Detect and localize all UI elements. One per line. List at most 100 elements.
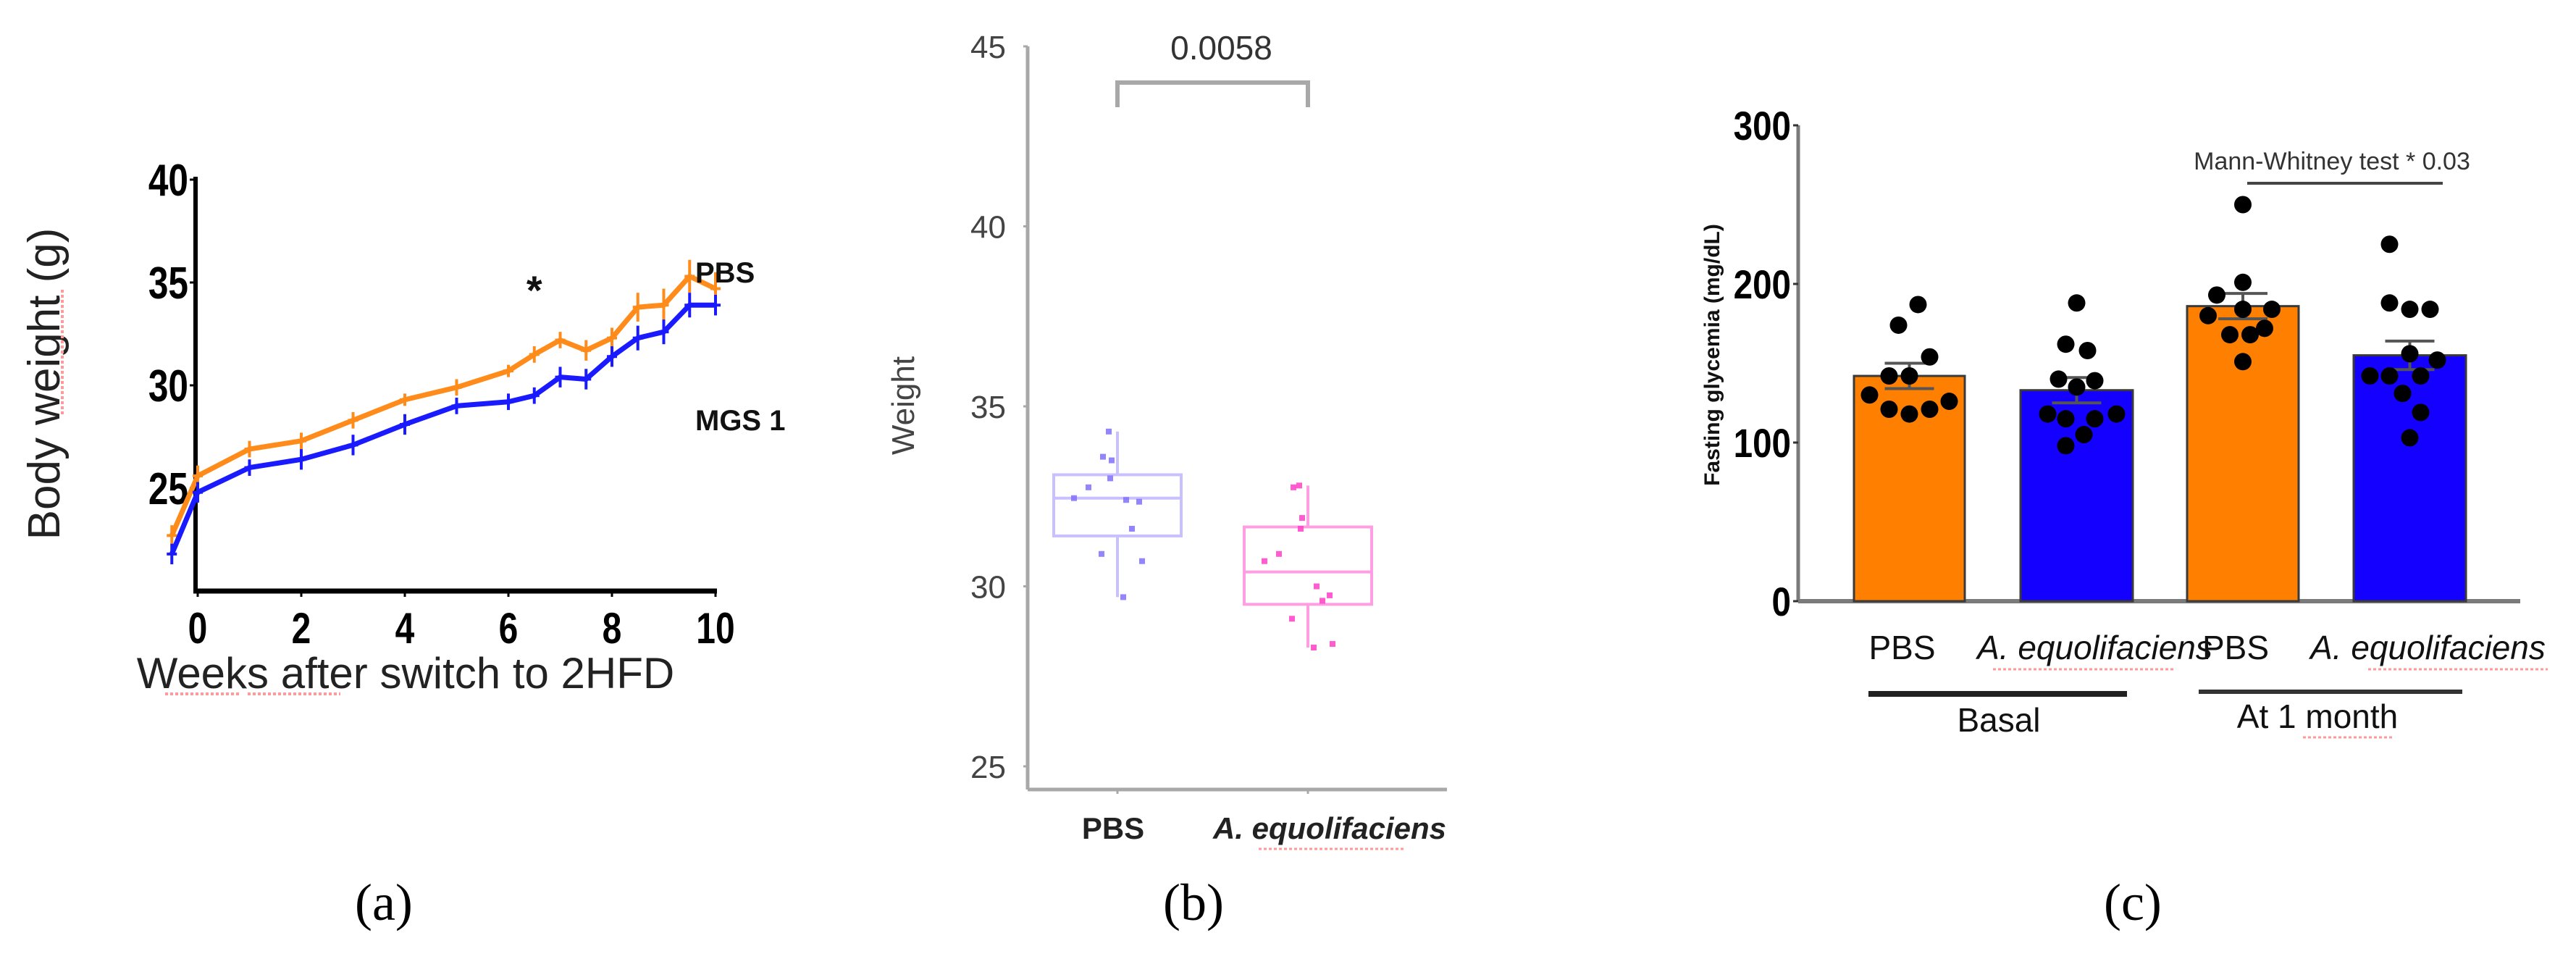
category-label-a-equolifaciens: A. equolifaciens: [1212, 811, 1446, 845]
data-point: [1109, 457, 1115, 464]
data-point: [2234, 353, 2252, 371]
data-point: [1291, 484, 1296, 490]
data-point: [1330, 641, 1335, 648]
box: [1052, 473, 1183, 537]
data-point: [2068, 378, 2086, 396]
data-point: [2057, 410, 2075, 428]
x-axis-label: Weeks after switch to 2HFD: [137, 649, 674, 698]
data-point: [2199, 306, 2217, 324]
data-point: [1921, 401, 1939, 419]
data-point: [2380, 235, 2399, 254]
data-point: [1880, 367, 1898, 385]
x-tick-label: 8: [603, 604, 622, 653]
data-point: [2234, 196, 2252, 214]
y-tick-label: 35: [970, 390, 1006, 425]
data-point: [2068, 294, 2086, 312]
y-axis-label: Weight: [886, 356, 921, 455]
data-point: [2075, 426, 2093, 444]
data-point: [1880, 401, 1898, 419]
y-tick-label: 25: [970, 750, 1006, 785]
data-point: [1129, 525, 1135, 532]
data-point: [2234, 301, 2252, 319]
data-point: [1262, 558, 1267, 564]
data-point: [1860, 386, 1879, 404]
data-point: [2394, 385, 2412, 403]
data-point: [1900, 367, 1918, 385]
data-point: [1086, 484, 1091, 490]
data-point: [2256, 319, 2273, 338]
data-point: [1296, 482, 1302, 489]
data-point: [1299, 515, 1305, 522]
data-point: [2057, 437, 2075, 455]
y-tick-label: 200: [1734, 262, 1791, 307]
y-tick-label: 35: [148, 258, 188, 309]
data-point: [2428, 351, 2446, 369]
series-label-mgs1: MGS 1: [695, 405, 785, 437]
data-point: [2361, 367, 2379, 385]
data-point: [1276, 550, 1282, 557]
data-point: [2241, 326, 2259, 344]
data-point: [2412, 367, 2430, 385]
data-point: [2086, 372, 2104, 390]
x-tick-label: 2: [292, 604, 311, 653]
data-point: [1106, 428, 1112, 435]
series-line-0: [169, 273, 717, 537]
data-point: [1940, 393, 1958, 411]
data-point: [1120, 594, 1126, 600]
data-point: [2107, 405, 2126, 423]
data-point: [1136, 498, 1142, 505]
data-point: [2208, 286, 2225, 304]
category-label-3: A. equolifaciens: [2308, 629, 2546, 666]
data-point: [1889, 316, 1908, 334]
x-tick-label: 10: [696, 604, 734, 653]
box: [1243, 525, 1373, 606]
data-point: [2086, 410, 2104, 428]
y-tick-label: 25: [148, 464, 188, 514]
group-label-basal: Basal: [1957, 701, 2040, 739]
y-tick-label: 100: [1734, 421, 1791, 466]
data-point: [2401, 345, 2419, 363]
significance-asterisk: *: [526, 267, 542, 313]
category-label-2: PBS: [2202, 629, 2269, 666]
data-point: [1123, 497, 1129, 503]
y-tick-label: 30: [970, 570, 1006, 606]
data-point: [1139, 558, 1145, 564]
data-point: [1314, 583, 1320, 590]
data-point: [1100, 453, 1106, 460]
series-line-1: [169, 302, 716, 556]
data-point: [2221, 326, 2239, 344]
panel-b-box-plot: 25 30 35 40 45 Weight PBS A. equolifaciens 0.005…: [886, 29, 1447, 850]
data-point: [1289, 616, 1295, 622]
y-tick-label: 30: [148, 361, 188, 411]
data-point: [1900, 405, 1918, 423]
data-point: [2057, 335, 2075, 353]
data-point: [2421, 301, 2439, 319]
category-label-0: PBS: [1868, 629, 1935, 666]
data-point: [2380, 294, 2399, 312]
data-point: [2050, 370, 2068, 388]
bar-1: [2019, 389, 2134, 603]
data-point: [1298, 525, 1304, 532]
p-value-label: 0.0058: [1170, 29, 1272, 67]
caption-c: (c): [2104, 874, 2162, 931]
category-label-pbs: PBS: [1082, 811, 1144, 845]
data-point: [1099, 550, 1104, 557]
data-point: [2401, 429, 2419, 447]
significance-bracket: [1115, 80, 1310, 107]
data-point: [1327, 592, 1333, 598]
series-label-pbs: PBS: [695, 257, 755, 289]
bar-2: [2186, 305, 2300, 603]
data-point: [2263, 301, 2281, 319]
significance-label: Mann-Whitney test * 0.03: [2194, 148, 2470, 175]
data-point: [1921, 348, 1939, 366]
data-point: [2234, 273, 2252, 291]
data-point: [2412, 403, 2430, 422]
group-label-1-month: At 1 month: [2237, 698, 2398, 735]
data-point: [1071, 495, 1077, 501]
data-point: [1909, 296, 1927, 314]
data-point: [2401, 301, 2419, 319]
data-point: [1311, 644, 1317, 650]
x-tick-label: 0: [188, 604, 208, 653]
